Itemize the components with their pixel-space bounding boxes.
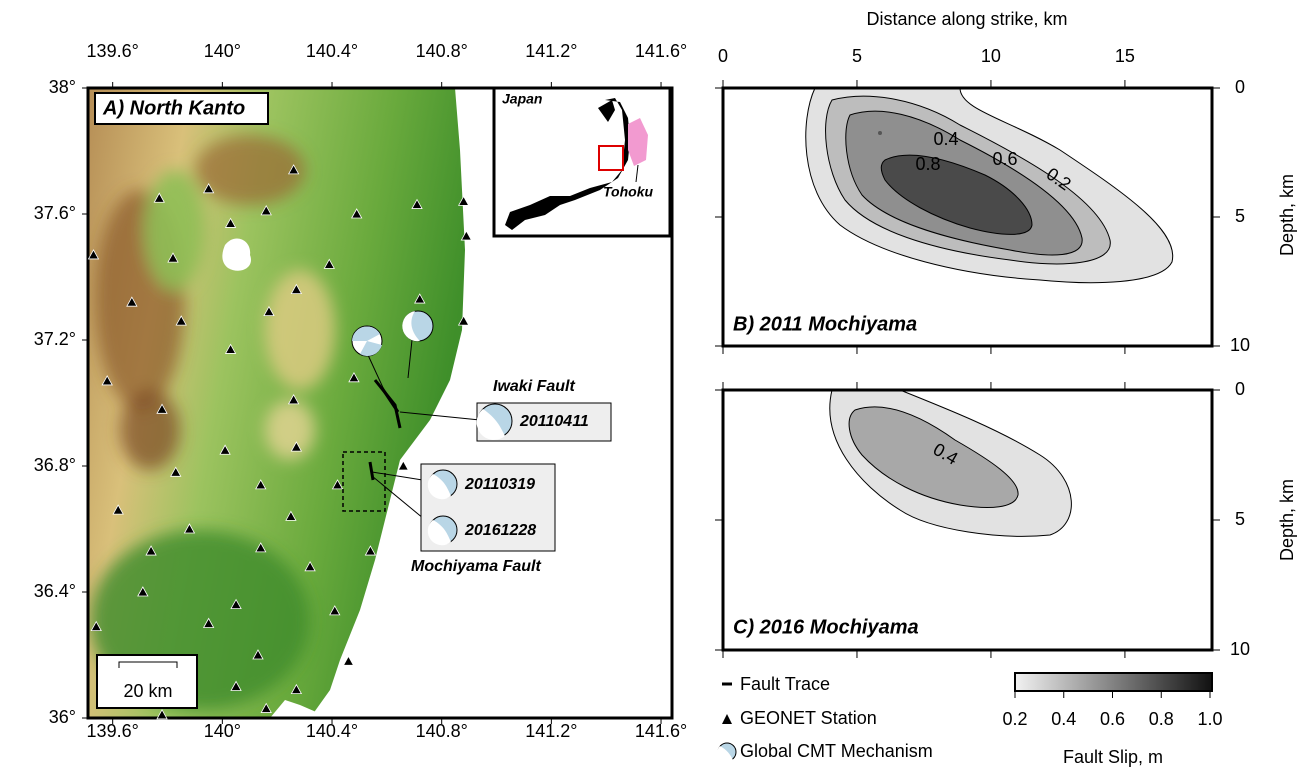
event-label: 20161228 <box>464 522 536 539</box>
panel-b-contours <box>806 88 1173 283</box>
y-tick-label: 5 <box>1235 509 1245 529</box>
colorbar-tick-label: 0.2 <box>1002 709 1027 729</box>
y-tick-label: 36° <box>49 707 76 727</box>
colorbar-tick-label: 0.4 <box>1051 709 1076 729</box>
y-axis-label: Depth, km <box>1277 174 1297 256</box>
legend-label: Fault Trace <box>740 674 830 694</box>
map-title: A) North Kanto <box>102 97 245 119</box>
contour-label: 0.6 <box>992 149 1017 169</box>
event-label: 20110319 <box>464 476 535 493</box>
x-tick-label: 140.8° <box>416 41 468 61</box>
legend-swatch <box>722 714 732 724</box>
y-tick-label: 10 <box>1230 335 1250 355</box>
colorbar-tick-label: 0.6 <box>1100 709 1125 729</box>
colorbar-tick-label: 0.8 <box>1149 709 1174 729</box>
scale-label: 20 km <box>123 681 172 701</box>
fault-label: Iwaki Fault <box>493 378 575 395</box>
panel-title: C) 2016 Mochiyama <box>733 616 919 638</box>
x-tick-label: 139.6° <box>87 41 139 61</box>
inset-label: Tohoku <box>603 184 653 200</box>
y-tick-label: 5 <box>1235 206 1245 226</box>
fault-label: Mochiyama Fault <box>411 558 541 575</box>
x-tick-label: 139.6° <box>87 721 139 741</box>
x-tick-label: 140.8° <box>416 721 468 741</box>
y-tick-label: 38° <box>49 77 76 97</box>
y-tick-label: 37.2° <box>34 329 76 349</box>
y-tick-label: 36.4° <box>34 581 76 601</box>
x-tick-label: 140.4° <box>306 721 358 741</box>
y-tick-label: 10 <box>1230 639 1250 659</box>
x-tick-label: 140° <box>204 41 241 61</box>
y-tick-label: 0 <box>1235 77 1245 97</box>
x-tick-label: 5 <box>852 46 862 66</box>
y-axis-label: Depth, km <box>1277 479 1297 561</box>
event-label: 20110411 <box>519 413 589 430</box>
lake <box>222 238 251 270</box>
x-tick-label: 0 <box>718 46 728 66</box>
legend-label: Global CMT Mechanism <box>740 741 933 761</box>
x-tick-label: 10 <box>981 46 1001 66</box>
y-tick-label: 0 <box>1235 379 1245 399</box>
y-tick-label: 36.8° <box>34 455 76 475</box>
x-tick-label: 141.6° <box>635 721 687 741</box>
legend-label: GEONET Station <box>740 708 877 728</box>
y-tick-label: 37.6° <box>34 203 76 223</box>
colorbar-label: Fault Slip, m <box>1063 747 1163 767</box>
page: 20110411 20110319 20161228 Iwaki Fault M… <box>0 0 1307 773</box>
x-tick-label: 141.2° <box>525 41 577 61</box>
x-tick-label: 140.4° <box>306 41 358 61</box>
x-tick-label: 141.6° <box>635 41 687 61</box>
colorbar <box>1015 673 1212 691</box>
figure: 20110411 20110319 20161228 Iwaki Fault M… <box>0 0 1307 773</box>
panel-title: B) 2011 Mochiyama <box>733 313 917 335</box>
contour-label: 0.4 <box>933 129 958 149</box>
x-tick-label: 141.2° <box>525 721 577 741</box>
x-tick-label: 15 <box>1115 46 1135 66</box>
contour-label: 0.8 <box>915 154 940 174</box>
x-axis-label: Distance along strike, km <box>866 9 1067 29</box>
inset-label: Japan <box>502 91 542 107</box>
colorbar-tick-label: 1.0 <box>1197 709 1222 729</box>
x-tick-label: 140° <box>204 721 241 741</box>
